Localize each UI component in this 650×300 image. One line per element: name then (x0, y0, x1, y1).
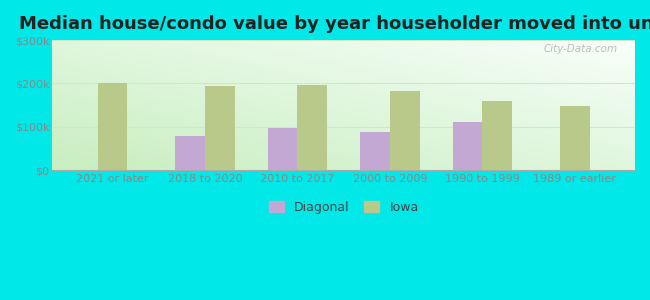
Bar (298, 85, 327, 170)
Bar (176, 136, 205, 170)
Bar (360, 133, 390, 170)
Text: City-Data.com: City-Data.com (543, 44, 618, 54)
Bar (390, 91, 419, 170)
Bar (205, 86, 235, 170)
Bar (268, 128, 298, 170)
Bar (482, 101, 512, 170)
Bar (453, 122, 482, 170)
Bar (560, 106, 590, 170)
Title: Median house/condo value by year householder moved into unit: Median house/condo value by year househo… (19, 15, 650, 33)
Legend: Diagonal, Iowa: Diagonal, Iowa (264, 196, 424, 219)
Bar (98, 82, 127, 170)
